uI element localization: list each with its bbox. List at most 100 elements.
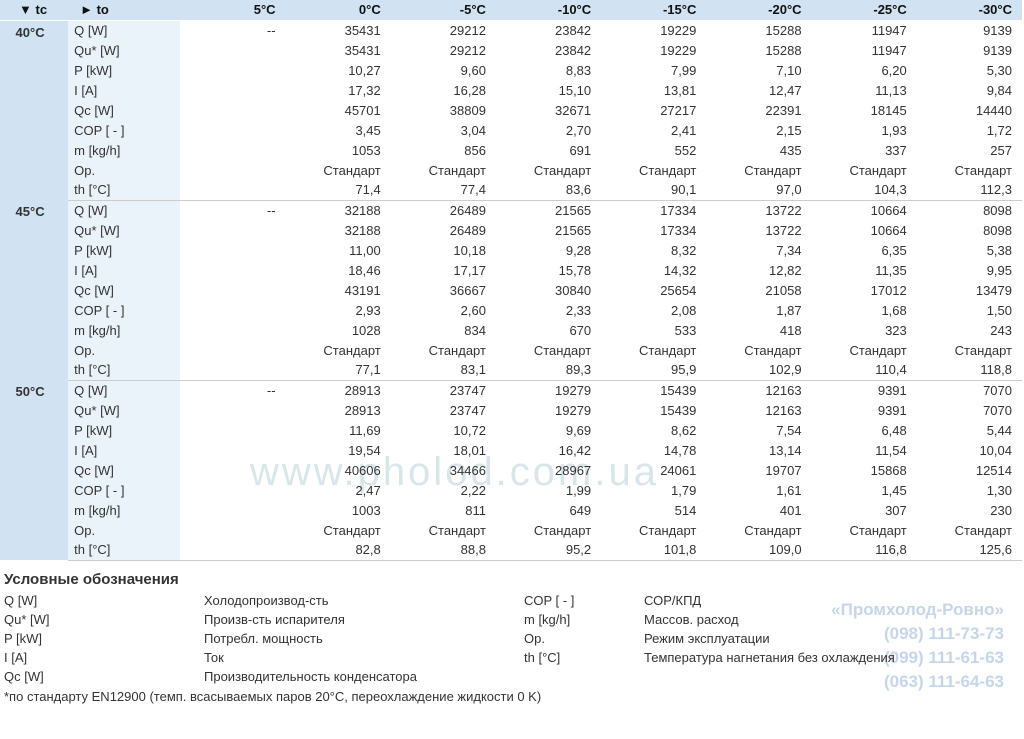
data-cell: 40606 — [286, 460, 391, 480]
data-cell: 16,28 — [391, 80, 496, 100]
data-cell: 11,13 — [812, 80, 917, 100]
data-cell: 29212 — [391, 20, 496, 40]
data-cell: 13,81 — [601, 80, 706, 100]
data-cell: Стандарт — [286, 340, 391, 360]
data-cell: 11,00 — [286, 240, 391, 260]
data-cell: 17012 — [812, 280, 917, 300]
data-cell: 1,50 — [917, 300, 1022, 320]
data-cell: 22391 — [706, 100, 811, 120]
data-cell: 95,2 — [496, 540, 601, 560]
data-cell: Стандарт — [917, 520, 1022, 540]
legend-grid: Q [W]Холодопроизвод-стьCOP [ - ]СОР/КПДQ… — [4, 592, 1024, 685]
param-label: P [kW] — [68, 60, 180, 80]
data-cell: 71,4 — [286, 180, 391, 200]
data-cell: 25654 — [601, 280, 706, 300]
data-cell: 9,28 — [496, 240, 601, 260]
param-label: P [kW] — [68, 420, 180, 440]
data-cell: 1,87 — [706, 300, 811, 320]
data-cell: 7,99 — [601, 60, 706, 80]
data-cell: 116,8 — [812, 540, 917, 560]
data-cell: 9,84 — [917, 80, 1022, 100]
legend-cell: Произв-сть испарителя — [204, 611, 524, 628]
legend-cell: Ток — [204, 649, 524, 666]
data-cell: 257 — [917, 140, 1022, 160]
data-cell: 552 — [601, 140, 706, 160]
data-cell: 35431 — [286, 20, 391, 40]
param-label: m [kg/h] — [68, 500, 180, 520]
data-cell: Стандарт — [496, 340, 601, 360]
data-cell: 118,8 — [917, 360, 1022, 380]
param-label: COP [ - ] — [68, 120, 180, 140]
data-cell: 45701 — [286, 100, 391, 120]
col-header: -10°C — [496, 0, 601, 20]
data-cell: 3,45 — [286, 120, 391, 140]
data-cell: Стандарт — [917, 160, 1022, 180]
data-cell: Стандарт — [706, 520, 811, 540]
data-cell: Стандарт — [917, 340, 1022, 360]
param-label: Op. — [68, 520, 180, 540]
data-cell: 9391 — [812, 380, 917, 400]
legend-cell: m [kg/h] — [524, 611, 644, 628]
data-cell: 109,0 — [706, 540, 811, 560]
data-cell: 230 — [917, 500, 1022, 520]
data-cell: 10664 — [812, 200, 917, 220]
data-cell: 1,45 — [812, 480, 917, 500]
data-cell: 35431 — [286, 40, 391, 60]
data-cell: 691 — [496, 140, 601, 160]
data-cell: 11,54 — [812, 440, 917, 460]
data-cell: 533 — [601, 320, 706, 340]
data-cell: 10,27 — [286, 60, 391, 80]
legend-cell: th [°C] — [524, 649, 644, 666]
legend-cell: Qc [W] — [4, 668, 204, 685]
col-header: -30°C — [917, 0, 1022, 20]
data-cell: 26489 — [391, 220, 496, 240]
data-cell: Стандарт — [601, 340, 706, 360]
data-cell: 16,42 — [496, 440, 601, 460]
param-label: Qu* [W] — [68, 400, 180, 420]
legend-cell: Qu* [W] — [4, 611, 204, 628]
param-label: I [A] — [68, 440, 180, 460]
data-cell: 1,61 — [706, 480, 811, 500]
col-header: -20°C — [706, 0, 811, 20]
data-cell: 17334 — [601, 200, 706, 220]
data-cell: 5,38 — [917, 240, 1022, 260]
param-label: COP [ - ] — [68, 480, 180, 500]
data-cell — [180, 60, 285, 80]
data-cell: 90,1 — [601, 180, 706, 200]
data-cell: 8,32 — [601, 240, 706, 260]
param-label: Qc [W] — [68, 280, 180, 300]
data-cell: 13,14 — [706, 440, 811, 460]
data-cell: 30840 — [496, 280, 601, 300]
data-cell: 15868 — [812, 460, 917, 480]
data-cell: 1,72 — [917, 120, 1022, 140]
data-cell: Стандарт — [496, 160, 601, 180]
data-cell: 23747 — [391, 380, 496, 400]
data-cell: 834 — [391, 320, 496, 340]
data-cell: 18,46 — [286, 260, 391, 280]
data-cell: 323 — [812, 320, 917, 340]
data-cell — [180, 280, 285, 300]
data-cell: 82,8 — [286, 540, 391, 560]
param-label: th [°C] — [68, 180, 180, 200]
data-cell: 1,30 — [917, 480, 1022, 500]
data-cell: 97,0 — [706, 180, 811, 200]
data-cell: 12514 — [917, 460, 1022, 480]
param-label: Qc [W] — [68, 100, 180, 120]
param-label: th [°C] — [68, 540, 180, 560]
param-label: Op. — [68, 160, 180, 180]
data-cell: 17,32 — [286, 80, 391, 100]
legend-cell: Холодопроизвод-сть — [204, 592, 524, 609]
data-cell: 32671 — [496, 100, 601, 120]
data-cell: 101,8 — [601, 540, 706, 560]
data-cell — [180, 520, 285, 540]
data-cell: 1003 — [286, 500, 391, 520]
data-cell: 21565 — [496, 200, 601, 220]
data-cell: 104,3 — [812, 180, 917, 200]
data-cell: 7070 — [917, 400, 1022, 420]
data-cell: 7,10 — [706, 60, 811, 80]
data-cell: 12163 — [706, 400, 811, 420]
table-header: ▼ tc ► to 5°C 0°C -5°C -10°C -15°C -20°C… — [0, 0, 1022, 20]
data-cell: 337 — [812, 140, 917, 160]
data-cell: 36667 — [391, 280, 496, 300]
data-cell: 19229 — [601, 20, 706, 40]
